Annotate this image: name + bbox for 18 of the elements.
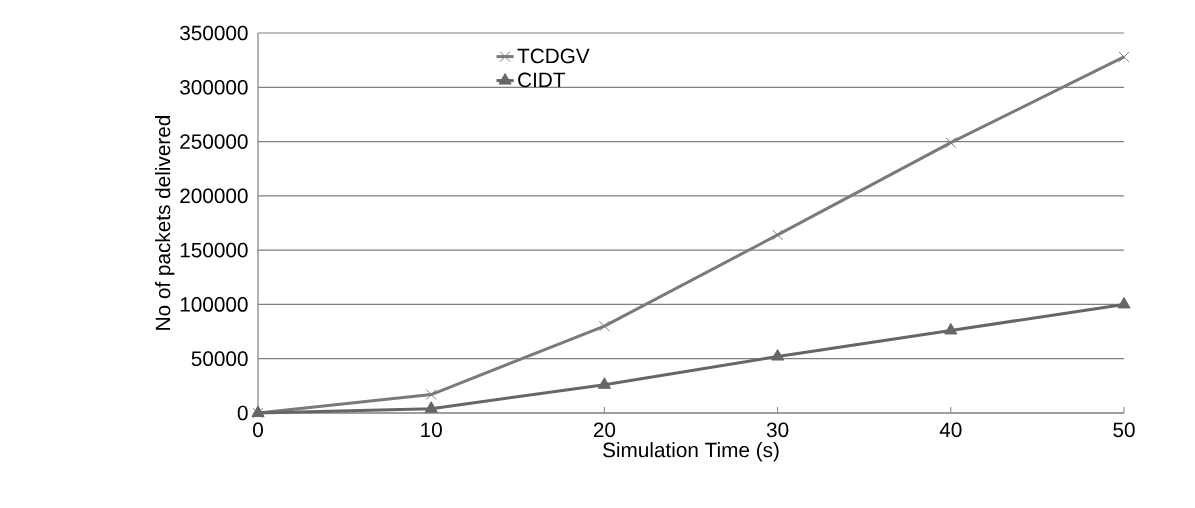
y-tick-label: 100000 [180, 297, 248, 312]
y-tick-label: 350000 [180, 25, 248, 41]
x-axis-title: Simulation Time (s) [603, 442, 779, 462]
x-tick-label: 10 [421, 422, 442, 438]
legend-label: CIDT [518, 72, 565, 88]
y-axis-title: No of packets delivered [155, 116, 175, 330]
y-tick-label: 300000 [180, 79, 248, 95]
x-tick-label: 50 [1113, 422, 1135, 438]
y-tick-label: 0 [237, 405, 248, 421]
y-tick-label: 200000 [180, 188, 248, 204]
x-tick-label: 30 [766, 422, 789, 438]
x-tick-label: 20 [593, 422, 616, 438]
legend-label: TCDGV [517, 48, 590, 64]
y-tick-label: 250000 [180, 134, 248, 149]
y-tick-label: 150000 [180, 242, 248, 258]
x-tick-label: 0 [253, 422, 263, 438]
x-tick-label: 40 [939, 422, 962, 438]
y-tick-label: 50000 [191, 351, 248, 367]
